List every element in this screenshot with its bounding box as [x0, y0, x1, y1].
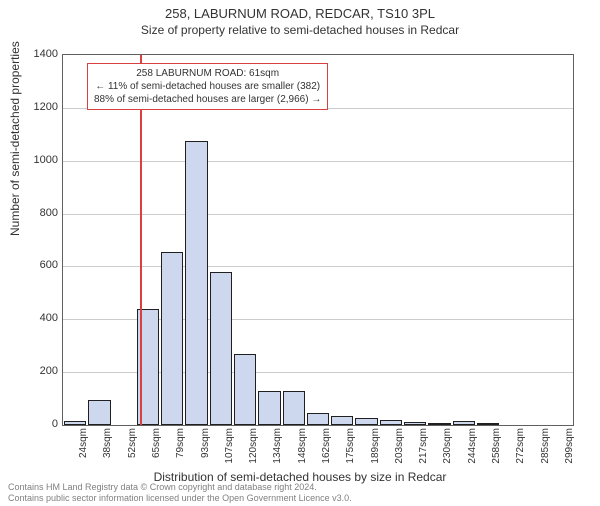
x-tick: 134sqm [272, 428, 283, 472]
footer-text: Contains HM Land Registry data © Crown c… [8, 482, 352, 504]
y-tick: 800 [18, 207, 58, 219]
chart-title-main: 258, LABURNUM ROAD, REDCAR, TS10 3PL [0, 6, 600, 21]
histogram-bar [307, 413, 329, 425]
histogram-bar [283, 391, 305, 425]
histogram-bar [234, 354, 256, 425]
x-tick: 299sqm [564, 428, 575, 472]
x-tick: 65sqm [151, 428, 162, 472]
histogram-bar [331, 416, 353, 425]
histogram-bar [64, 421, 86, 425]
x-tick: 24sqm [78, 428, 89, 472]
annotation-box: 258 LABURNUM ROAD: 61sqm ← 11% of semi-d… [87, 63, 328, 110]
histogram-bar [161, 252, 183, 425]
x-tick: 189sqm [370, 428, 381, 472]
x-tick: 230sqm [442, 428, 453, 472]
y-tick: 1000 [18, 154, 58, 166]
histogram-bar [258, 391, 280, 425]
y-tick: 200 [18, 365, 58, 377]
chart-container: 258, LABURNUM ROAD, REDCAR, TS10 3PL Siz… [0, 6, 600, 506]
x-tick: 162sqm [321, 428, 332, 472]
x-tick: 120sqm [248, 428, 259, 472]
histogram-bar [185, 141, 207, 425]
y-tick: 400 [18, 312, 58, 324]
footer-line2: Contains public sector information licen… [8, 493, 352, 504]
x-tick: 285sqm [540, 428, 551, 472]
x-tick: 38sqm [102, 428, 113, 472]
histogram-bar [380, 420, 402, 425]
histogram-bar [428, 423, 450, 425]
plot-area: 258 LABURNUM ROAD: 61sqm ← 11% of semi-d… [62, 54, 574, 426]
annotation-line3: 88% of semi-detached houses are larger (… [94, 93, 321, 106]
annotation-line1: 258 LABURNUM ROAD: 61sqm [94, 67, 321, 80]
annotation-line2: ← 11% of semi-detached houses are smalle… [94, 80, 321, 93]
histogram-bar [210, 272, 232, 425]
x-tick: 107sqm [224, 428, 235, 472]
y-tick: 1200 [18, 101, 58, 113]
histogram-bar [88, 400, 110, 425]
y-tick: 0 [18, 418, 58, 430]
x-tick: 148sqm [297, 428, 308, 472]
histogram-bar [453, 421, 475, 425]
histogram-bar [477, 423, 499, 425]
y-tick: 1400 [18, 48, 58, 60]
x-tick: 258sqm [491, 428, 502, 472]
x-tick: 79sqm [175, 428, 186, 472]
x-tick: 93sqm [200, 428, 211, 472]
x-tick: 175sqm [345, 428, 356, 472]
y-tick: 600 [18, 259, 58, 271]
x-tick: 203sqm [394, 428, 405, 472]
x-tick: 244sqm [467, 428, 478, 472]
footer-line1: Contains HM Land Registry data © Crown c… [8, 482, 352, 493]
chart-title-sub: Size of property relative to semi-detach… [0, 23, 600, 37]
x-tick: 217sqm [418, 428, 429, 472]
reference-line [140, 55, 142, 425]
x-tick: 272sqm [515, 428, 526, 472]
histogram-bar [404, 422, 426, 425]
x-tick: 52sqm [127, 428, 138, 472]
histogram-bar [355, 418, 377, 425]
